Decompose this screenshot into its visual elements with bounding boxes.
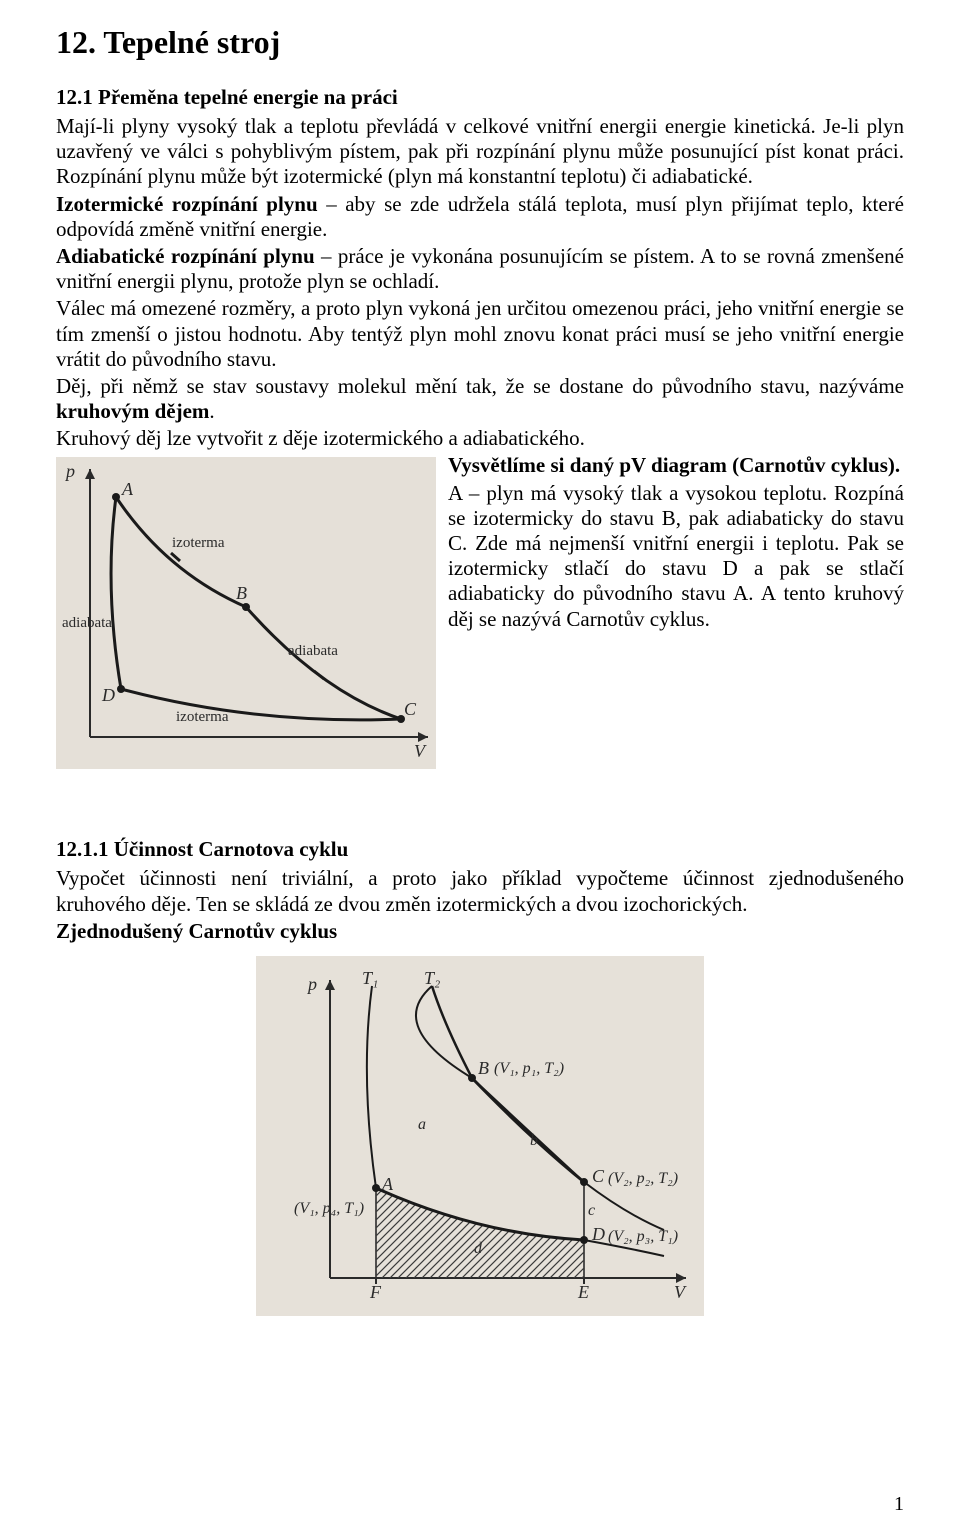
carnot-edge-CD: izoterma [176, 709, 228, 726]
pt-C: C [592, 1166, 604, 1187]
sec-12-1-1-p1: Vypočet účinnosti není triviální, a prot… [56, 866, 904, 916]
pt-A: A [382, 1174, 393, 1195]
carnot-C: C [404, 699, 416, 720]
foot-E: E [578, 1282, 589, 1303]
mid-a: a [418, 1116, 426, 1134]
carnot-edge-DA: adiabata [62, 615, 112, 632]
pt-C-annot: (V₂, p₂, T₂) [608, 1170, 678, 1188]
simplified-diagram: p V T₁ T₂ A B C D (V₁, p₁, T₂) (V₂, p₂, … [256, 956, 704, 1316]
p2-lead: Izotermické rozpínání plynu [56, 192, 318, 216]
section-12-1-1-heading: 12.1.1 Účinnost Carnotova cyklu [56, 837, 904, 862]
pt-B: B [478, 1058, 489, 1079]
mid-d: d [474, 1240, 482, 1258]
axis-p-label: p [66, 461, 75, 482]
pt-D-annot: (V₂, p₃, T₁) [608, 1228, 678, 1246]
carnot-edge-AB: izoterma [172, 535, 224, 552]
axis-v-label: V [414, 741, 425, 762]
carnot-wrap: p V A B C D izoterma adiabata izoterma a… [56, 453, 904, 777]
axis-v-label-2: V [674, 1282, 685, 1303]
carnot-B: B [236, 583, 247, 604]
carnot-A: A [122, 479, 133, 500]
section-12-1-heading: 12.1 Přeměna tepelné energie na práci [56, 85, 904, 110]
p5-b: . [209, 399, 214, 423]
page-number: 1 [894, 1493, 904, 1516]
foot-F: F [370, 1282, 381, 1303]
carnot-D: D [102, 685, 115, 706]
sec-12-1-p6: Kruhový děj lze vytvořit z děje izotermi… [56, 426, 904, 451]
axis-p-label-2: p [308, 974, 317, 995]
pt-D: D [592, 1224, 605, 1245]
T2-label: T₂ [424, 968, 440, 989]
sec-12-1-p5: Děj, při němž se stav soustavy molekul m… [56, 374, 904, 424]
sec-12-1-p2: Izotermické rozpínání plynu – aby se zde… [56, 192, 904, 242]
carnot-diagram: p V A B C D izoterma adiabata izoterma a… [56, 457, 436, 769]
p5-a: Děj, při němž se stav soustavy molekul m… [56, 374, 904, 398]
mid-c: c [588, 1202, 595, 1220]
T1-label: T₁ [362, 968, 378, 989]
page-title: 12. Tepelné stroj [56, 24, 904, 61]
pt-B-annot: (V₁, p₁, T₂) [494, 1060, 564, 1078]
p5-bold: kruhovým dějem [56, 399, 209, 423]
sec-12-1-p4: Válec má omezené rozměry, a proto plyn v… [56, 296, 904, 372]
explain-lead: Vysvětlíme si daný pV diagram (Carnotův … [448, 453, 900, 477]
sec-12-1-p3: Adiabatické rozpínání plynu – práce je v… [56, 244, 904, 294]
sec-12-1-p1: Mají-li plyny vysoký tlak a teplotu přev… [56, 114, 904, 190]
p3-lead: Adiabatické rozpínání plynu [56, 244, 315, 268]
sec-12-1-1-p2: Zjednodušený Carnotův cyklus [56, 919, 904, 944]
carnot-edge-BC: adiabata [288, 643, 338, 660]
mid-b: b [530, 1132, 538, 1150]
pt-A-annot: (V₁, p₄, T₁) [294, 1200, 364, 1218]
